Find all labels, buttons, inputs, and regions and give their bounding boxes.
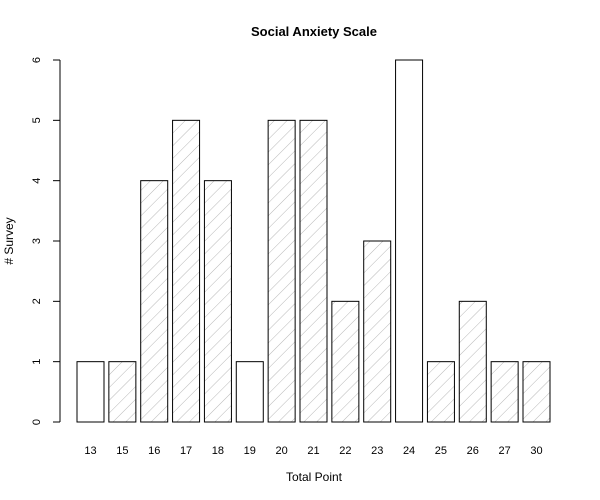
x-tick-label: 18	[212, 445, 224, 457]
x-tick-label: 23	[371, 445, 383, 457]
x-tick-label: 17	[180, 445, 192, 457]
x-tick-labels: 13 15 16 17 18 19 20 21 22 23 24 25 26 27 30	[84, 445, 542, 457]
bar-22	[331, 300, 360, 423]
x-tick-label: 21	[307, 445, 319, 457]
x-tick-label: 24	[403, 445, 415, 457]
y-tick-label: 4	[31, 178, 43, 184]
x-tick-label: 27	[499, 445, 511, 457]
bar-21	[299, 119, 328, 423]
bar-30	[522, 361, 551, 423]
y-axis: 0 1 2 3 4 5 6	[31, 57, 61, 425]
bar-23	[363, 240, 392, 423]
bars-group	[76, 59, 551, 423]
x-tick-label: 16	[148, 445, 160, 457]
x-tick-label: 20	[276, 445, 288, 457]
bar-16	[140, 180, 169, 423]
x-tick-label: 19	[244, 445, 256, 457]
bar-26	[458, 300, 487, 423]
y-tick-label: 3	[31, 238, 43, 244]
x-tick-label: 30	[530, 445, 542, 457]
x-tick-label: 13	[84, 445, 96, 457]
bar-20	[267, 119, 296, 423]
y-tick-label: 0	[31, 419, 43, 425]
y-tick-label: 1	[31, 359, 43, 365]
x-tick-label: 26	[467, 445, 479, 457]
y-tick-label: 5	[31, 117, 43, 123]
bar-13	[76, 361, 105, 423]
y-tick-label: 2	[31, 298, 43, 304]
x-tick-label: 22	[339, 445, 351, 457]
x-tick-label: 25	[435, 445, 447, 457]
bar-27	[490, 361, 519, 423]
bar-17	[172, 119, 201, 423]
bar-25	[426, 361, 455, 423]
bar-19	[235, 361, 264, 423]
y-axis-label: # Survey	[2, 217, 16, 264]
bar-18	[203, 180, 232, 423]
bar-24	[395, 59, 424, 423]
bar-15	[108, 361, 137, 423]
chart-title: Social Anxiety Scale	[251, 24, 377, 39]
y-tick-label: 6	[31, 57, 43, 63]
x-tick-label: 15	[116, 445, 128, 457]
x-axis-label: Total Point	[286, 470, 343, 484]
